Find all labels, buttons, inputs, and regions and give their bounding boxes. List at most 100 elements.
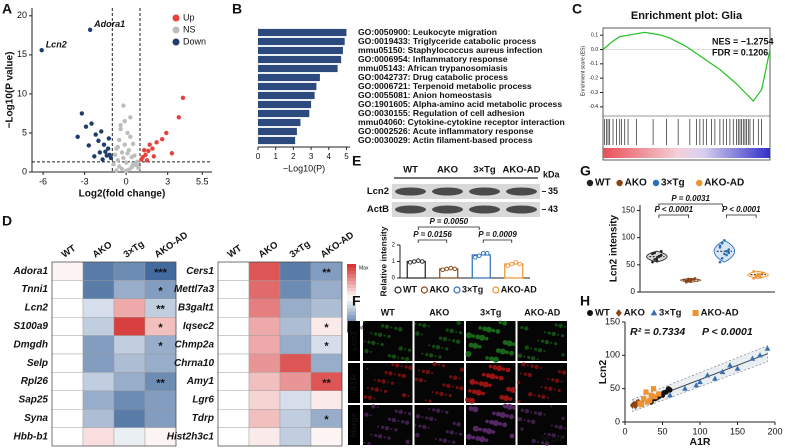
micrograph-speck	[561, 353, 565, 357]
micrograph-speck	[550, 424, 553, 427]
micrograph-speck	[510, 387, 517, 394]
micrograph-speck	[445, 328, 449, 332]
micrograph-speck	[455, 339, 461, 344]
heat-cell	[82, 280, 115, 299]
micrograph-speck	[531, 438, 536, 444]
micrograph-speck	[373, 397, 376, 400]
micrograph-speck	[492, 420, 499, 427]
heat-cell	[279, 261, 312, 281]
y-axis-title: Relative intensity	[378, 226, 388, 296]
legend-marker	[692, 310, 699, 316]
micrograph-speck	[435, 391, 439, 395]
micrograph-speck	[439, 391, 444, 397]
point	[656, 391, 662, 397]
point	[92, 154, 97, 159]
micrograph-speck	[509, 414, 514, 420]
micrograph-speck	[393, 373, 396, 376]
micrograph-speck	[394, 428, 398, 432]
x-tick-label: 0	[124, 176, 129, 186]
point	[132, 153, 137, 158]
blot-header: AKO	[437, 165, 458, 176]
micrograph-speck	[544, 339, 550, 345]
blot-band	[468, 187, 501, 196]
row-label: Hbb-b1	[14, 431, 49, 442]
heat-cell	[310, 353, 343, 373]
point	[655, 259, 659, 262]
micrograph-speck	[404, 348, 407, 351]
micrograph-speck	[438, 355, 442, 359]
point	[651, 260, 654, 264]
heat-cell	[113, 280, 146, 299]
micrograph-speck	[371, 340, 376, 346]
x-tick-label: 100	[692, 426, 707, 436]
legend-marker	[172, 14, 180, 22]
point	[481, 250, 486, 256]
row-label-box	[348, 363, 360, 403]
heat-cell	[217, 298, 250, 318]
row-label: Adora1	[13, 266, 49, 277]
micrograph-speck	[390, 326, 393, 329]
legend-label: Up	[183, 12, 195, 22]
point	[667, 392, 673, 398]
heat-cell	[279, 390, 312, 410]
heat-cell	[248, 298, 281, 318]
micrograph-speck	[380, 343, 384, 347]
point	[704, 372, 711, 378]
point	[119, 166, 125, 172]
heat-cell	[82, 335, 115, 355]
micrograph-speck	[386, 381, 389, 384]
micrograph-speck	[448, 338, 451, 341]
row-label: Tnni1	[21, 284, 48, 295]
bar	[258, 28, 347, 37]
legend-label: AKO	[429, 284, 449, 294]
micrograph-speck	[449, 328, 454, 334]
heat-cell	[279, 317, 312, 336]
micrograph-speck	[479, 436, 486, 443]
point	[440, 267, 446, 273]
y-tick-label: 20	[17, 10, 27, 20]
micrograph-speck	[370, 387, 374, 391]
point	[682, 385, 688, 391]
micrograph-speck	[381, 324, 385, 328]
micrograph-speck	[530, 364, 534, 368]
point	[749, 355, 756, 361]
point	[720, 241, 724, 245]
legend-label: AKO-AD	[704, 178, 744, 189]
micrograph-speck	[465, 433, 472, 440]
micrograph-speck	[424, 380, 427, 383]
micrograph-speck	[471, 389, 477, 395]
micrograph-speck	[387, 354, 392, 358]
micrograph-speck	[517, 353, 523, 358]
micrograph-speck	[455, 385, 459, 390]
micrograph-speck	[428, 344, 431, 347]
micrograph-speck	[401, 392, 407, 398]
micrograph-speck	[377, 379, 381, 383]
micrograph-speck	[547, 377, 550, 380]
point	[647, 398, 653, 404]
colorbar-step	[347, 318, 356, 323]
y-tick-label: 2	[392, 243, 396, 249]
legend-label: WT	[403, 284, 417, 294]
micrograph-speck	[441, 410, 444, 413]
micrograph-speck	[445, 410, 449, 415]
heat-cell	[113, 335, 146, 355]
point	[154, 140, 159, 145]
point	[718, 260, 722, 264]
micrograph-speck	[489, 373, 496, 380]
point	[121, 155, 126, 161]
point	[115, 158, 121, 163]
legend-marker	[587, 310, 593, 316]
y-tick-label: 15	[17, 49, 27, 59]
y-axis-title: Lcn2 intensity	[609, 214, 620, 282]
x-tick-label: 4	[327, 152, 332, 161]
point	[103, 149, 108, 154]
micrograph-speck	[421, 352, 424, 355]
micrograph-speck	[505, 367, 511, 373]
micrograph-speck	[442, 383, 446, 387]
micrograph-speck	[475, 389, 482, 396]
heat-cell	[113, 390, 146, 410]
point	[665, 386, 672, 392]
point	[759, 276, 762, 279]
micrograph-speck	[564, 325, 567, 328]
colorbar-step	[347, 304, 356, 309]
